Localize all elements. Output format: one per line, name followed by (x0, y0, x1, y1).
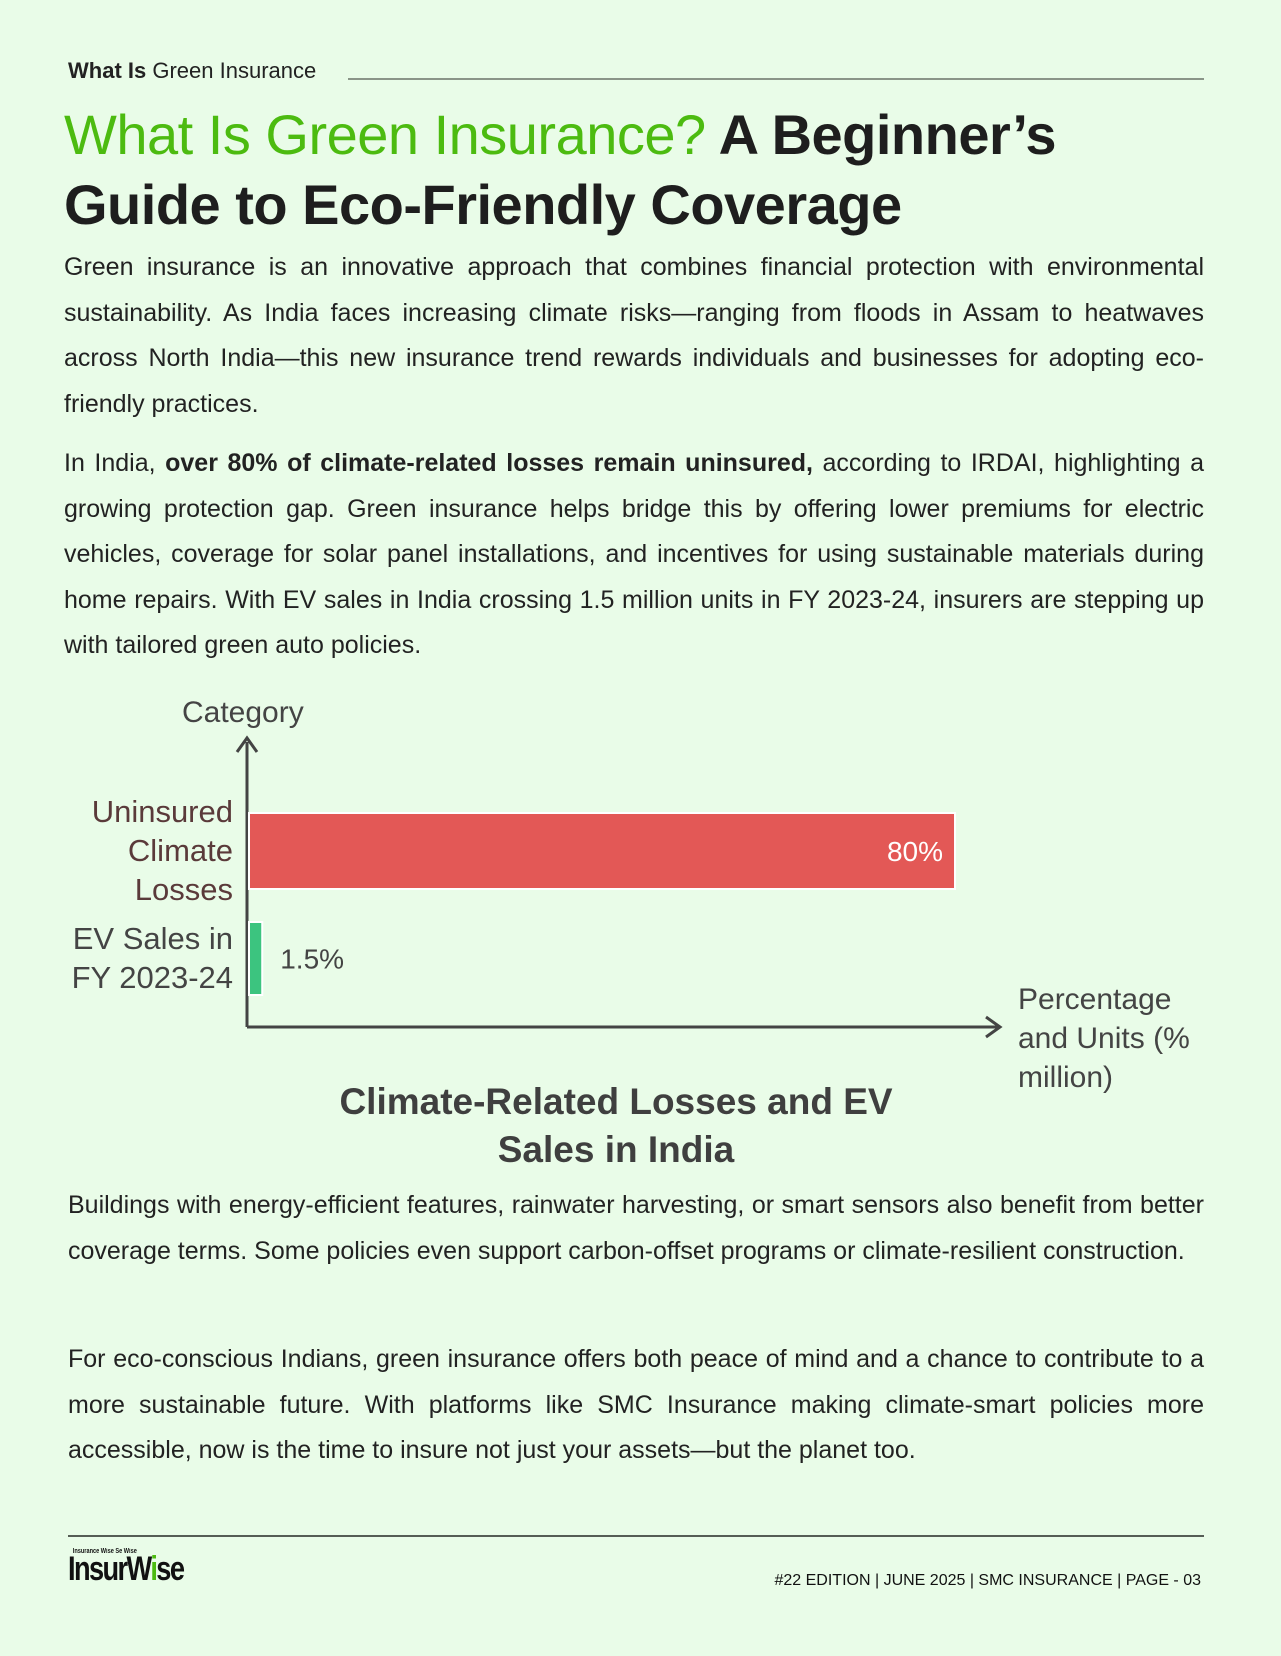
bar-0 (248, 812, 956, 890)
paragraph-buildings: Buildings with energy-efficient features… (68, 1191, 1204, 1265)
title-dark: A Beginner’s Guide to Eco-Friendly Cover… (64, 103, 1056, 236)
x-axis-label: Percentage and Units (% million) (1018, 983, 1190, 1094)
bar-1 (248, 921, 264, 996)
bar-value-label: 1.5% (280, 944, 344, 975)
title-green: What Is Green Insurance? (64, 103, 706, 166)
p2-post: according to IRDAI, highlighting a growi… (64, 449, 1204, 659)
paragraph-protection-gap: In India, over 80% of climate-related lo… (64, 441, 1204, 669)
footer-edition: #22 EDITION | JUNE 2025 | SMC INSURANCE … (774, 1572, 1201, 1589)
category-label: Losses (135, 872, 233, 907)
section-kicker: What Is Green Insurance (68, 58, 316, 84)
page-title: What Is Green Insurance? A Beginner’s Gu… (64, 100, 1224, 240)
footer-divider (68, 1535, 1204, 1537)
kicker-rest: Green Insurance (152, 58, 317, 83)
category-label: Uninsured (92, 794, 233, 829)
paragraph-intro: Green insurance is an innovative approac… (64, 253, 1204, 418)
kicker-divider (348, 78, 1204, 80)
kicker-bold: What Is (68, 58, 147, 83)
category-label: EV Sales in (73, 921, 233, 956)
category-label: Climate (128, 833, 233, 868)
p2-bold: over 80% of climate-related losses remai… (165, 449, 813, 477)
bar-value-label: 80% (887, 836, 943, 867)
category-label: FY 2023-24 (72, 960, 233, 995)
p2-pre: In India, (64, 449, 166, 477)
paragraph-conclusion: For eco-conscious Indians, green insuran… (68, 1345, 1204, 1464)
x-axis-arrow (985, 1015, 1003, 1039)
logo-tagline: Insurance Wise Se Wise (72, 1548, 137, 1555)
y-axis-arrow (235, 735, 259, 753)
insurwise-logo: Insurance Wise Se Wise InsurWise (68, 1548, 185, 1588)
bar-chart: Category 80% Uninsured Climate Losses 1.5% EV… (72, 696, 1003, 1039)
y-axis-label: Category (182, 696, 304, 729)
chart-title: Climate-Related Losses and EV Sales in I… (339, 1081, 893, 1170)
